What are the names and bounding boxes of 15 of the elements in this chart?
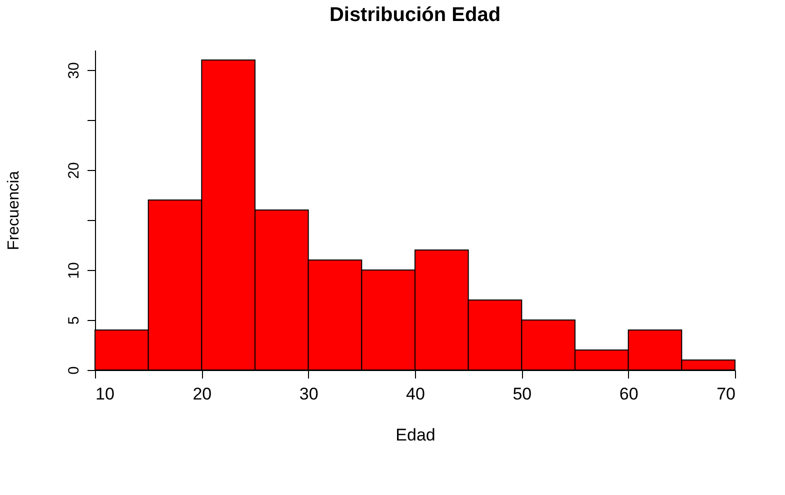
y-tick-label: 20 bbox=[66, 162, 82, 179]
chart-title: Distribución Edad bbox=[329, 4, 501, 26]
y-tick-label: 0 bbox=[66, 366, 82, 375]
x-tick-label: 70 bbox=[716, 384, 736, 404]
x-tick-label: 10 bbox=[96, 384, 114, 404]
y-axis-title: Frecuencia bbox=[6, 170, 22, 250]
x-tick-label: 60 bbox=[619, 384, 638, 404]
y-tick-label: 30 bbox=[66, 62, 82, 79]
x-tick-label: 50 bbox=[512, 384, 532, 404]
x-tick-label: 20 bbox=[192, 384, 212, 404]
x-tick-label: 30 bbox=[299, 384, 318, 404]
y-tick-label: 10 bbox=[66, 262, 82, 279]
y-tick-label: 5 bbox=[66, 316, 82, 325]
x-tick-label: 40 bbox=[406, 384, 425, 404]
x-axis-title: Edad bbox=[396, 426, 436, 444]
